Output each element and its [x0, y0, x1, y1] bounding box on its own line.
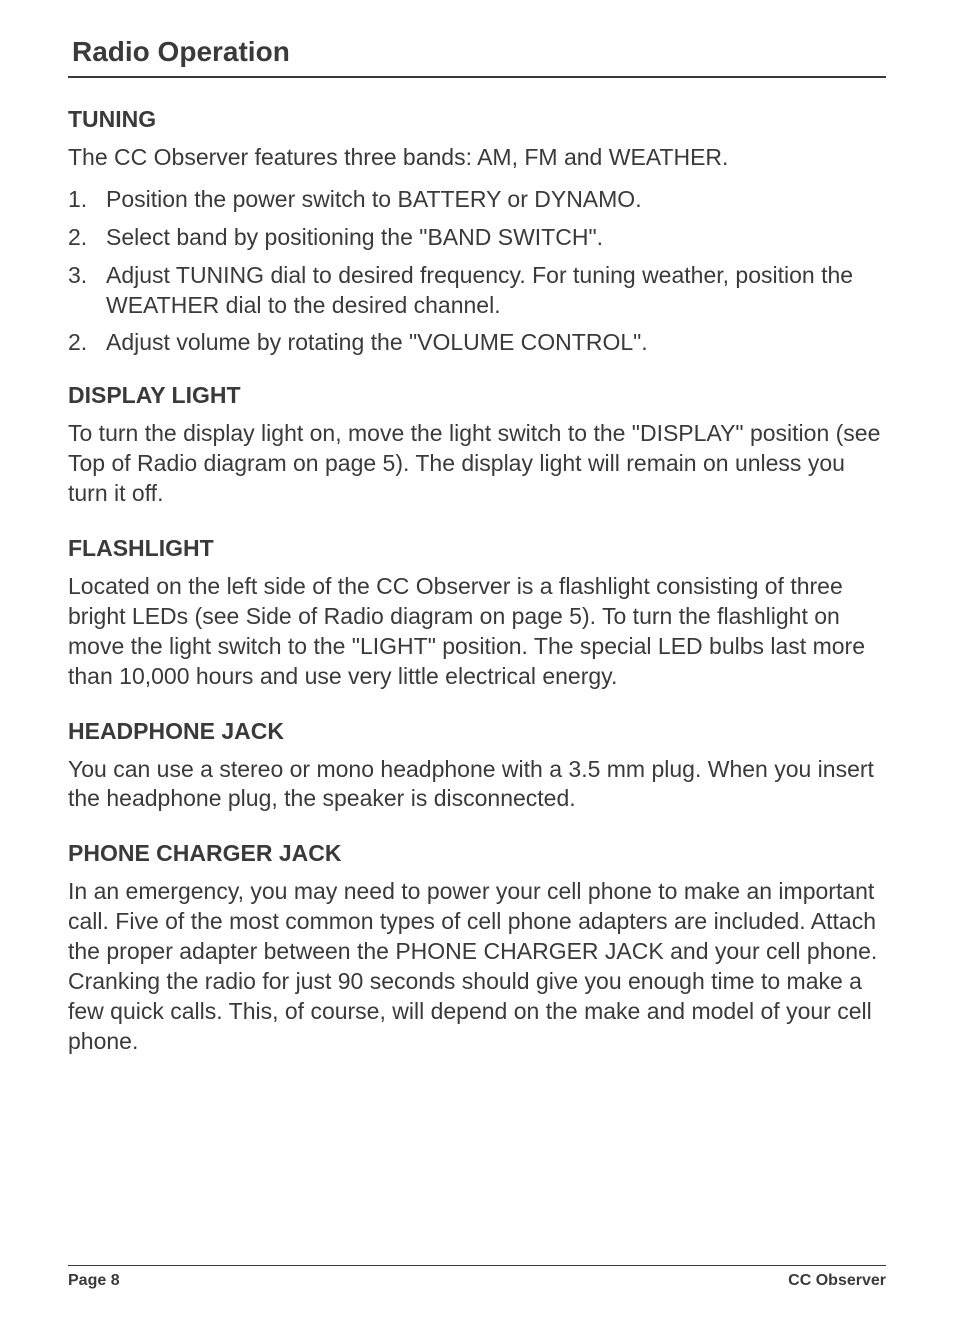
display-light-body: To turn the display light on, move the l…	[68, 419, 886, 509]
footer-page-number: Page 8	[68, 1272, 120, 1290]
footer-row: Page 8 CC Observer	[68, 1272, 886, 1290]
headphone-body: You can use a stereo or mono headphone w…	[68, 755, 886, 815]
list-text: Select band by positioning the "BAND SWI…	[106, 223, 886, 253]
page-footer: Page 8 CC Observer	[68, 1265, 886, 1290]
list-number: 3.	[68, 261, 106, 321]
list-text: Adjust TUNING dial to desired frequency.…	[106, 261, 886, 321]
title-rule	[68, 76, 886, 78]
page-content: Radio Operation TUNING The CC Observer f…	[0, 0, 954, 1057]
list-number: 1.	[68, 185, 106, 215]
phone-charger-body: In an emergency, you may need to power y…	[68, 877, 886, 1056]
tuning-intro: The CC Observer features three bands: AM…	[68, 143, 886, 173]
list-number: 2.	[68, 223, 106, 253]
tuning-list: 1. Position the power switch to BATTERY …	[68, 185, 886, 358]
list-text: Position the power switch to BATTERY or …	[106, 185, 886, 215]
footer-product-name: CC Observer	[788, 1272, 886, 1290]
list-item: 2. Adjust volume by rotating the "VOLUME…	[68, 328, 886, 358]
flashlight-body: Located on the left side of the CC Obser…	[68, 572, 886, 692]
footer-rule	[68, 1265, 886, 1266]
page-title: Radio Operation	[68, 36, 886, 68]
heading-flashlight: FLASHLIGHT	[68, 535, 886, 562]
heading-headphone: HEADPHONE JACK	[68, 718, 886, 745]
list-item: 2. Select band by positioning the "BAND …	[68, 223, 886, 253]
list-text: Adjust volume by rotating the "VOLUME CO…	[106, 328, 886, 358]
heading-phone-charger: PHONE CHARGER JACK	[68, 840, 886, 867]
list-item: 1. Position the power switch to BATTERY …	[68, 185, 886, 215]
list-item: 3. Adjust TUNING dial to desired frequen…	[68, 261, 886, 321]
heading-tuning: TUNING	[68, 106, 886, 133]
heading-display-light: DISPLAY LIGHT	[68, 382, 886, 409]
list-number: 2.	[68, 328, 106, 358]
